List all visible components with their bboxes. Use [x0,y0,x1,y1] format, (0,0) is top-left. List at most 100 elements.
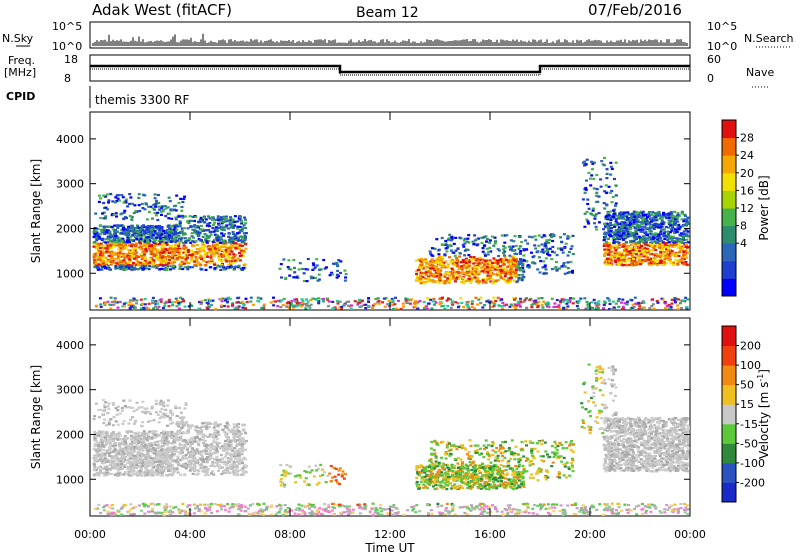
range-cell [160,239,164,242]
range-cell [662,245,666,248]
range-cell [581,198,585,201]
range-cell [212,238,216,241]
range-cell [434,265,438,268]
range-cell [175,232,179,235]
range-cell [595,173,599,177]
range-cell [113,262,117,265]
range-cell [485,276,489,279]
range-cell [174,230,178,233]
range-cell [191,266,195,269]
range-cell [634,302,638,305]
range-cell [631,244,635,247]
range-cell [426,297,430,300]
y-tick-label: 3000 [56,178,84,191]
range-cell [660,228,664,231]
range-cell [676,307,680,310]
range-cell [134,242,138,245]
range-cell [473,234,477,237]
range-cell [139,227,143,230]
range-cell [606,244,610,248]
range-cell [153,301,157,304]
range-cell [272,300,276,303]
range-cell [129,249,133,252]
range-cell [156,193,160,197]
range-cell [474,270,478,273]
range-cell [194,216,198,219]
range-cell [540,243,544,246]
range-cell [228,219,232,222]
range-cell [161,210,165,213]
range-cell [140,258,144,261]
range-cell [147,235,151,238]
range-cell [144,267,148,270]
range-cell [135,302,138,305]
range-cell [674,301,677,304]
range-cell [668,242,671,246]
range-cell [499,276,503,279]
range-cell [208,221,212,225]
range-cell [586,303,590,306]
range-cell [109,247,113,250]
range-cell [484,261,487,264]
range-cell [205,234,209,237]
range-cell [115,244,119,247]
range-cell [470,257,474,260]
range-cell [128,214,132,218]
range-cell [462,245,466,248]
range-cell [617,234,620,237]
range-cell [514,267,518,270]
range-cell [680,212,684,215]
range-cell [177,237,181,240]
range-cell [466,305,470,308]
range-cell [95,246,99,249]
range-cell [613,256,617,259]
range-cell [607,248,611,252]
range-cell [165,248,169,251]
range-cell [415,273,419,276]
range-cell [479,296,483,299]
range-cell [432,280,436,284]
range-cell [502,248,505,251]
range-cell [121,305,125,308]
range-cell [121,241,125,245]
range-cell [186,256,190,259]
range-cell [569,297,572,300]
range-cell [659,254,663,257]
range-cell [593,161,596,164]
range-cell [147,228,151,231]
range-cell [590,174,594,177]
range-cell [514,297,517,300]
range-cell [614,302,618,305]
range-cell [117,248,121,251]
range-cell [646,238,650,242]
range-cell [644,259,648,263]
range-cell [503,241,507,244]
range-cell [633,215,637,218]
range-cell [609,191,613,194]
range-cell [649,261,653,265]
range-cell [122,226,125,230]
range-cell [195,258,198,261]
range-cell [457,267,461,270]
range-cell [96,242,100,245]
range-cell [445,272,449,275]
range-cell [234,233,238,236]
range-cell [500,271,504,274]
range-cell [514,307,518,310]
range-cell [592,298,596,301]
range-cell [399,307,403,311]
range-cell [612,306,616,309]
range-cell [671,239,675,242]
range-cell [181,200,185,204]
range-cell [191,215,195,218]
range-cell [550,268,554,271]
range-cell [203,239,207,242]
range-cell [630,262,634,265]
range-cell [682,238,686,241]
cpid-value: themis 3300 RF [95,93,189,107]
range-cell [427,275,430,278]
range-cell [160,206,164,209]
range-cell [110,300,114,303]
range-cell [172,239,176,242]
range-cell [485,247,489,250]
